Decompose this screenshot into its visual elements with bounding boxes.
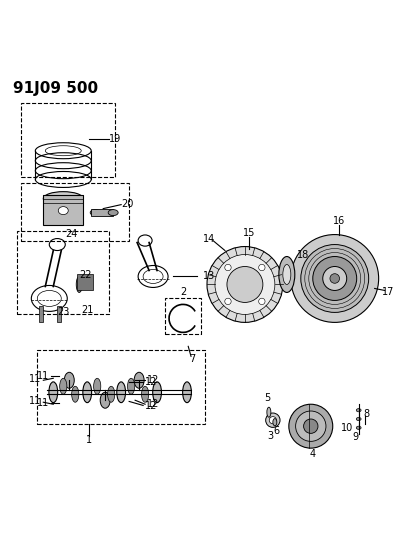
Circle shape xyxy=(322,266,346,290)
Text: 15: 15 xyxy=(242,228,255,238)
Circle shape xyxy=(303,419,317,433)
Ellipse shape xyxy=(355,409,360,412)
Text: 8: 8 xyxy=(363,409,369,419)
Ellipse shape xyxy=(355,426,360,430)
Circle shape xyxy=(215,255,274,314)
Ellipse shape xyxy=(71,386,79,402)
Circle shape xyxy=(227,266,262,302)
Circle shape xyxy=(295,411,325,441)
Bar xyxy=(17,231,109,314)
Circle shape xyxy=(224,264,231,271)
Text: 10: 10 xyxy=(340,423,353,433)
Circle shape xyxy=(329,273,339,283)
Ellipse shape xyxy=(107,386,114,402)
Circle shape xyxy=(290,235,378,322)
Text: 12: 12 xyxy=(145,377,157,387)
Ellipse shape xyxy=(83,382,91,402)
Ellipse shape xyxy=(134,372,144,388)
Bar xyxy=(37,350,205,424)
Bar xyxy=(43,195,83,224)
Text: 5: 5 xyxy=(263,393,269,403)
Circle shape xyxy=(265,413,279,427)
Text: 2: 2 xyxy=(180,287,186,297)
Ellipse shape xyxy=(59,378,67,394)
Text: 17: 17 xyxy=(381,287,394,297)
Text: 11: 11 xyxy=(37,372,49,381)
Text: 18: 18 xyxy=(296,249,308,260)
Text: 22: 22 xyxy=(79,270,91,280)
Text: 24: 24 xyxy=(65,229,77,239)
Ellipse shape xyxy=(93,378,101,394)
Ellipse shape xyxy=(272,418,276,426)
Circle shape xyxy=(207,247,282,322)
Bar xyxy=(39,306,43,322)
Ellipse shape xyxy=(278,256,294,293)
Text: 20: 20 xyxy=(121,199,133,209)
Text: 12: 12 xyxy=(145,401,157,411)
Bar xyxy=(77,274,93,290)
Circle shape xyxy=(224,298,231,304)
Bar xyxy=(21,103,115,176)
Ellipse shape xyxy=(58,207,68,215)
Ellipse shape xyxy=(100,392,110,408)
Text: 3: 3 xyxy=(267,431,273,441)
Circle shape xyxy=(258,264,264,271)
Text: 7: 7 xyxy=(188,354,194,364)
Circle shape xyxy=(300,245,368,312)
Text: 1: 1 xyxy=(86,435,92,445)
Ellipse shape xyxy=(43,192,83,206)
Ellipse shape xyxy=(141,386,148,402)
Bar xyxy=(57,306,61,322)
Ellipse shape xyxy=(108,209,118,216)
Text: 9: 9 xyxy=(352,432,358,442)
Text: 11: 11 xyxy=(29,374,41,384)
Ellipse shape xyxy=(282,264,290,285)
Text: 11: 11 xyxy=(29,396,41,406)
Text: 12: 12 xyxy=(147,375,159,385)
Text: 14: 14 xyxy=(203,233,215,244)
Circle shape xyxy=(269,417,276,424)
Text: 11: 11 xyxy=(37,398,49,408)
Ellipse shape xyxy=(76,277,82,293)
Circle shape xyxy=(288,404,332,448)
Text: 6: 6 xyxy=(273,426,279,436)
Ellipse shape xyxy=(90,209,100,216)
Text: 23: 23 xyxy=(57,308,69,318)
Text: 12: 12 xyxy=(147,399,159,409)
Ellipse shape xyxy=(266,407,270,417)
Ellipse shape xyxy=(116,382,125,402)
Ellipse shape xyxy=(127,378,134,394)
Bar xyxy=(165,298,200,334)
Bar xyxy=(91,209,113,216)
Ellipse shape xyxy=(49,382,57,402)
Text: 21: 21 xyxy=(81,305,93,316)
Circle shape xyxy=(312,256,356,301)
Ellipse shape xyxy=(64,372,74,388)
Text: 4: 4 xyxy=(309,449,315,459)
Text: 13: 13 xyxy=(203,271,215,281)
Ellipse shape xyxy=(152,382,161,402)
Text: 91J09 500: 91J09 500 xyxy=(13,81,98,96)
Bar xyxy=(21,183,129,240)
Text: 16: 16 xyxy=(332,215,344,225)
Circle shape xyxy=(258,298,264,304)
Text: 19: 19 xyxy=(109,134,121,144)
Ellipse shape xyxy=(182,382,191,402)
Ellipse shape xyxy=(355,417,360,421)
